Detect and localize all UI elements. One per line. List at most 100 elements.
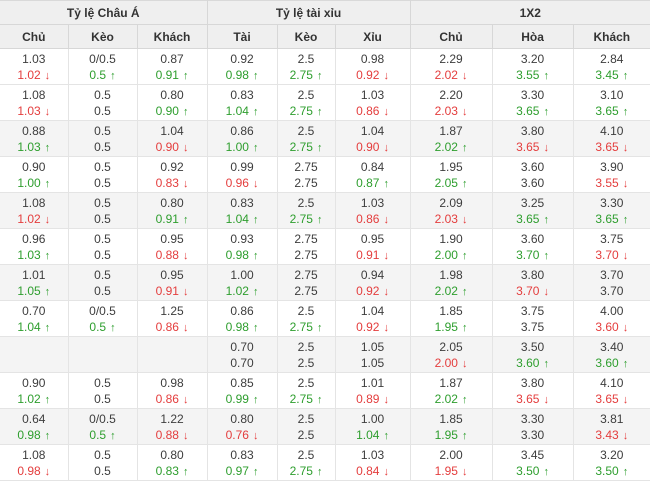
trend-up-icon: ↑ — [182, 214, 189, 226]
odds-current-number: 0.98 — [225, 248, 249, 262]
odds-current-value: 0.90 ↑ — [138, 103, 207, 119]
trend-down-icon: ↓ — [252, 178, 259, 190]
odds-cell: 3.40 3.60 ↑ — [572, 336, 650, 373]
trend-up-icon: ↑ — [316, 394, 323, 406]
trend-up-icon: ↑ — [252, 142, 259, 154]
odds-opening-value: 3.50 — [520, 340, 545, 354]
odds-opening-value: 0.92 — [230, 52, 254, 66]
odds-current-value: 0.98 ↑ — [208, 247, 277, 263]
odds-opening-value — [138, 339, 207, 355]
odds-current-value: 0.96 ↓ — [208, 175, 277, 191]
odds-cell: 1.00 1.04 ↑ — [334, 408, 411, 445]
odds-current-value: 3.65 ↓ — [574, 391, 650, 407]
odds-current-value: 3.75 — [493, 319, 573, 335]
trend-down-icon: ↓ — [622, 250, 629, 262]
odds-current-number: 1.95 — [434, 464, 458, 478]
odds-current-number: 0.5 — [94, 284, 111, 298]
odds-current-value: 2.75 — [278, 283, 335, 299]
odds-current-value: 0.91 ↓ — [336, 247, 410, 263]
trend-down-icon: ↓ — [622, 178, 629, 190]
odds-current-value: 2.75 ↑ — [278, 139, 335, 155]
odds-current-value: 2.02 ↑ — [411, 391, 492, 407]
trend-up-icon: ↑ — [316, 70, 323, 82]
odds-cell: 2.5 2.75 ↑ — [276, 300, 336, 337]
odds-current-number: 0.91 — [155, 284, 179, 298]
odds-current-number: 1.03 — [17, 248, 41, 262]
trend-down-icon: ↓ — [383, 106, 389, 118]
odds-cell: 0/0.5 0.5 ↑ — [67, 408, 138, 445]
odds-current-number: 0.5 — [94, 140, 111, 154]
odds-cell: 0.92 0.98 ↑ — [206, 48, 278, 85]
odds-opening-value: 1.25 — [160, 304, 184, 318]
odds-current-value: 3.65 ↓ — [574, 139, 650, 155]
odds-opening-value: 0.5 — [94, 160, 111, 174]
odds-current-value: 2.02 ↑ — [411, 283, 492, 299]
odds-current-value: 3.55 ↓ — [574, 175, 650, 191]
odds-row: 0.90 1.00 ↑ 0.5 0.5 0.92 0.83 ↓ 0.99 0.96 ↓ 2.75 2.7… — [0, 156, 650, 193]
odds-cell: 3.20 3.55 ↑ — [491, 48, 574, 85]
trend-down-icon: ↓ — [383, 286, 389, 298]
odds-current-value: 3.30 — [493, 427, 573, 443]
odds-opening-value: 2.5 — [297, 124, 315, 138]
odds-current-value: 3.65 ↑ — [493, 103, 573, 119]
odds-current-value: 0.5 — [69, 175, 137, 191]
odds-current-number: 2.75 — [294, 284, 318, 298]
trend-down-icon: ↓ — [461, 106, 468, 118]
odds-cell: 3.90 3.55 ↓ — [572, 156, 650, 193]
odds-opening-value: 0/0.5 — [89, 52, 116, 66]
odds-opening-value: 0.86 — [230, 304, 254, 318]
odds-current-value: 0.5 — [69, 211, 137, 227]
trend-up-icon: ↑ — [383, 430, 389, 442]
odds-current-value: 0.98 ↑ — [208, 319, 277, 335]
odds-current-number: 2.00 — [434, 248, 458, 262]
odds-current-number: 3.65 — [516, 104, 540, 118]
odds-current-number: 1.04 — [225, 104, 249, 118]
odds-current-value: 0.88 ↓ — [138, 247, 207, 263]
odds-cell: 3.30 3.30 — [491, 408, 574, 445]
trend-up-icon: ↑ — [543, 250, 549, 262]
odds-current-value — [138, 355, 207, 371]
odds-cell: 2.09 2.03 ↓ — [409, 192, 493, 229]
odds-cell: 1.03 0.84 ↓ — [334, 444, 411, 481]
odds-current-number: 0.89 — [356, 392, 380, 406]
trend-down-icon: ↓ — [383, 394, 389, 406]
odds-current-value: 3.45 ↑ — [574, 67, 650, 83]
odds-current-value: 0.86 ↓ — [138, 319, 207, 335]
col-header-asian-handicap: Kèo — [67, 24, 138, 49]
odds-opening-value: 4.10 — [600, 124, 624, 138]
odds-opening-value: 1.04 — [360, 124, 385, 138]
odds-current-value: 1.05 — [336, 355, 410, 371]
trend-down-icon: ↓ — [622, 430, 629, 442]
odds-opening-value: 2.00 — [439, 448, 463, 462]
odds-opening-value: 3.81 — [600, 412, 624, 426]
odds-current-number: 3.65 — [595, 212, 619, 226]
odds-opening-value: 3.80 — [520, 124, 545, 138]
trend-up-icon: ↑ — [252, 286, 259, 298]
trend-up-icon: ↑ — [543, 214, 549, 226]
odds-current-value: 3.70 ↑ — [493, 247, 573, 263]
odds-opening-value: 2.5 — [297, 52, 315, 66]
odds-opening-value: 0.83 — [230, 88, 254, 102]
odds-cell: 2.05 2.00 ↓ — [409, 336, 493, 373]
odds-row: 0.90 1.02 ↑ 0.5 0.5 0.98 0.86 ↓ 0.85 0.99 ↑ 2.5 2.75… — [0, 372, 650, 409]
odds-opening-value: 1.03 — [360, 448, 385, 462]
odds-current-number: 2.75 — [289, 392, 313, 406]
odds-cell: 0.90 1.02 ↑ — [0, 372, 69, 409]
odds-cell: 3.30 3.65 ↑ — [491, 84, 574, 121]
trend-up-icon: ↑ — [543, 70, 549, 82]
odds-opening-value: 3.75 — [520, 304, 545, 318]
odds-current-number: 0.98 — [17, 428, 41, 442]
trend-up-icon: ↑ — [316, 322, 323, 334]
odds-current-number: 0.96 — [225, 176, 249, 190]
odds-opening-value: 4.00 — [600, 304, 624, 318]
odds-current-number: 3.55 — [595, 176, 619, 190]
odds-cell: 1.22 0.88 ↓ — [136, 408, 208, 445]
odds-current-number: 0.5 — [94, 392, 111, 406]
odds-cell: 0.84 0.87 ↑ — [334, 156, 411, 193]
odds-opening-value: 3.40 — [600, 340, 624, 354]
odds-current-number: 0.98 — [225, 68, 249, 82]
odds-opening-value — [0, 339, 68, 355]
odds-cell: 2.5 2.75 ↑ — [276, 120, 336, 157]
odds-row: 1.08 1.03 ↓ 0.5 0.5 0.80 0.90 ↑ 0.83 1.04 ↑ 2.5 2.75… — [0, 84, 650, 121]
odds-cell: 1.04 0.92 ↓ — [334, 300, 411, 337]
